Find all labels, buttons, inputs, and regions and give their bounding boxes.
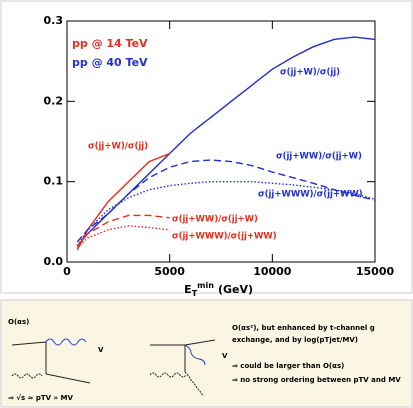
order-text: exchange, and by log(pTjet/MV) xyxy=(232,336,358,344)
x-tick-label: 0 xyxy=(63,265,71,278)
chart-panel xyxy=(0,0,413,294)
legend-text: pp @ 40 TeV xyxy=(72,56,148,69)
quark-line xyxy=(45,373,91,384)
x-tick-label: 15000 xyxy=(356,265,395,278)
relation: ⇒ √s ≈ pTV » MV xyxy=(8,394,73,402)
series-label: σ(jj+WW)/σ(jj+W) xyxy=(172,215,258,225)
diagram-panel xyxy=(0,299,413,408)
gluon-line xyxy=(149,372,187,378)
y-tick-label: 0.0 xyxy=(44,255,64,268)
y-tick-label: 0.3 xyxy=(44,14,64,27)
series-label: σ(jj+WW)/σ(jj+W) xyxy=(276,152,362,162)
gluon-line xyxy=(11,373,43,379)
quark-line xyxy=(184,339,216,346)
x-axis-label: ETmin (GeV) xyxy=(184,281,253,298)
series-line xyxy=(76,180,376,247)
series-label: σ(jj+WWW)/σ(jj+WW) xyxy=(172,232,277,242)
y-tick-label: 0.2 xyxy=(44,94,64,107)
series-label: σ(jj+W)/σ(jj) xyxy=(88,142,148,152)
boson-line xyxy=(45,338,87,346)
x-tick-label: 5000 xyxy=(154,265,185,278)
plot-frame xyxy=(66,20,376,263)
gluon-line xyxy=(184,371,204,397)
boson-label: V xyxy=(222,352,228,360)
diagrams xyxy=(11,338,216,397)
legend-text: pp @ 14 TeV xyxy=(72,37,148,50)
boson-label: V xyxy=(98,346,104,354)
boson-line xyxy=(184,344,206,366)
point: ⇒ no strong ordering between pTV and MV xyxy=(232,376,401,384)
order-label: O(αs) xyxy=(8,318,29,326)
x-axis-label-part: E xyxy=(184,283,192,296)
x-axis-label-part: (GeV) xyxy=(218,283,253,296)
x-tick-label: 10000 xyxy=(253,265,292,278)
quark-line xyxy=(11,341,47,346)
order-text: O(αs²), but enhanced by t-channel g xyxy=(232,324,375,332)
x-axis-label-part: T xyxy=(192,289,198,298)
series-line xyxy=(76,214,170,247)
y-tick-label: 0.1 xyxy=(44,175,64,188)
series-label: σ(jj+WWW)/σ(jj+WW) xyxy=(258,190,363,200)
series-line xyxy=(76,225,170,249)
x-axis-label-part: min xyxy=(197,281,214,290)
series-label: σ(jj+W)/σ(jj) xyxy=(280,68,340,78)
point: ⇒ could be larger than O(αs) xyxy=(232,362,344,370)
